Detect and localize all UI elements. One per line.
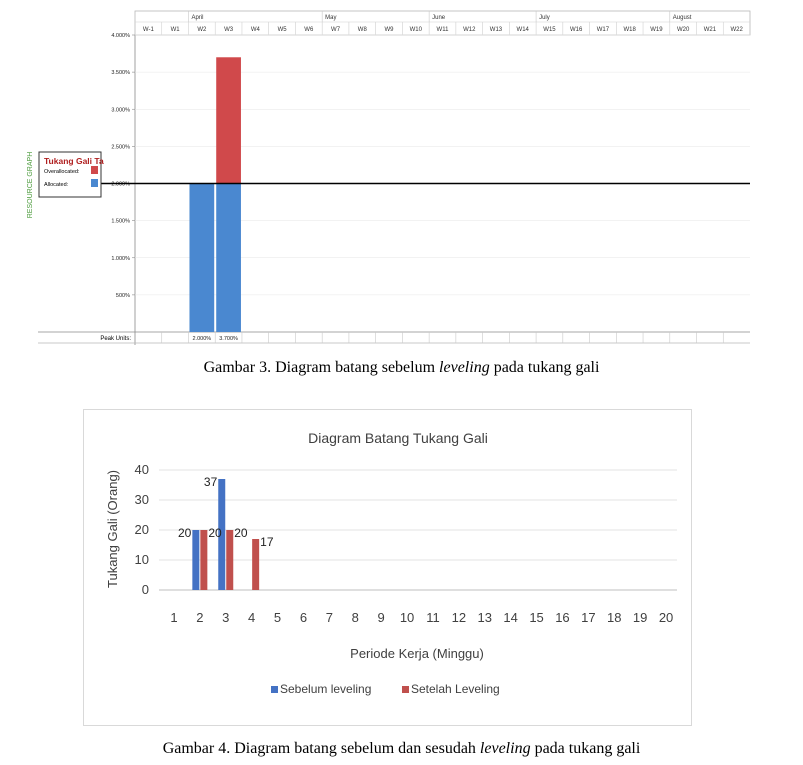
peak-unit-value: 2.000% bbox=[193, 336, 212, 342]
x-tick-label: 20 bbox=[659, 610, 673, 625]
month-label: July bbox=[539, 15, 550, 21]
x-axis-label: Periode Kerja (Minggu) bbox=[350, 646, 484, 661]
x-tick-label: 4 bbox=[248, 610, 255, 625]
peak-unit-value: 3.700% bbox=[219, 336, 238, 342]
legend-swatch-sebelum bbox=[271, 686, 278, 693]
allocated-bar bbox=[216, 183, 241, 332]
week-label: W15 bbox=[543, 27, 556, 33]
week-label: W16 bbox=[570, 27, 583, 33]
week-label: W4 bbox=[251, 27, 261, 33]
legend-label-overallocated: Overallocated: bbox=[44, 169, 80, 175]
y-tick-label: 2.500% bbox=[111, 144, 130, 150]
week-label: W1 bbox=[171, 27, 181, 33]
figure-4-caption: Gambar 4. Diagram batang sebelum dan ses… bbox=[162, 740, 641, 757]
x-tick-label: 3 bbox=[222, 610, 229, 625]
x-tick-label: 18 bbox=[607, 610, 621, 625]
timescale-header bbox=[134, 10, 751, 36]
y-tick-label: 3.000% bbox=[111, 107, 130, 113]
y-axis-label: Tukang Gali (Orang) bbox=[105, 470, 120, 588]
data-label: 37 bbox=[204, 475, 218, 489]
week-label: W6 bbox=[304, 27, 314, 33]
week-label: W5 bbox=[278, 27, 288, 33]
y-tick-label: 2.000% bbox=[111, 182, 130, 188]
data-label: 20 bbox=[234, 526, 248, 540]
y-tick-label: 10 bbox=[135, 552, 149, 567]
x-tick-label: 15 bbox=[529, 610, 543, 625]
x-tick-label: 10 bbox=[400, 610, 414, 625]
week-label: W19 bbox=[650, 27, 663, 33]
week-label: W9 bbox=[385, 27, 395, 33]
week-label: W17 bbox=[597, 27, 610, 33]
data-label: 20 bbox=[178, 526, 192, 540]
week-label: W22 bbox=[730, 27, 743, 33]
bar-sebelum bbox=[218, 479, 226, 590]
week-label: W10 bbox=[410, 27, 423, 33]
bar-setelah bbox=[226, 530, 234, 590]
bar-setelah bbox=[200, 530, 208, 590]
y-tick-label: 1.500% bbox=[111, 219, 130, 225]
bar-sebelum bbox=[192, 530, 200, 590]
month-label: May bbox=[325, 15, 336, 21]
resource-graph: April May June July August W-1 W1 W2 W3 W4 W5 W6 W7… bbox=[27, 10, 751, 345]
figure-3-caption: Gambar 3. Diagram batang sebelum levelin… bbox=[203, 359, 600, 376]
y-tick-label: 0 bbox=[142, 582, 149, 597]
week-label: W21 bbox=[704, 27, 717, 33]
week-label: W12 bbox=[463, 27, 476, 33]
month-label: June bbox=[432, 15, 446, 21]
x-tick-label: 19 bbox=[633, 610, 647, 625]
y-tick-label: 500% bbox=[116, 293, 130, 299]
legend-swatch-setelah bbox=[402, 686, 409, 693]
legend-label-setelah: Setelah Leveling bbox=[411, 682, 500, 696]
x-tick-label: 14 bbox=[503, 610, 517, 625]
x-tick-label: 11 bbox=[426, 610, 440, 625]
y-tick-label: 20 bbox=[135, 522, 149, 537]
x-tick-label: 13 bbox=[478, 610, 492, 625]
y-tick-label: 40 bbox=[135, 462, 149, 477]
peak-units-label: Peak Units: bbox=[100, 336, 131, 342]
chart-legend: Sebelum leveling Setelah Leveling bbox=[271, 682, 500, 696]
y-tick-label: 3.500% bbox=[111, 70, 130, 76]
legend-box bbox=[38, 151, 102, 198]
x-tick-label: 16 bbox=[555, 610, 569, 625]
week-label: W18 bbox=[624, 27, 637, 33]
month-label: August bbox=[673, 15, 692, 21]
x-tick-label: 5 bbox=[274, 610, 281, 625]
legend-label-allocated: Allocated: bbox=[44, 182, 69, 188]
x-tick-label: 8 bbox=[352, 610, 359, 625]
data-label: 17 bbox=[260, 535, 274, 549]
x-tick-label: 7 bbox=[326, 610, 333, 625]
x-tick-label: 2 bbox=[196, 610, 203, 625]
chart-title: Diagram Batang Tukang Gali bbox=[308, 430, 488, 446]
week-label: W3 bbox=[224, 27, 234, 33]
legend-title: Tukang Gali Ta bbox=[44, 156, 104, 166]
y-tick-label: 4.000% bbox=[111, 33, 130, 39]
week-label: W14 bbox=[517, 27, 530, 33]
legend-swatch-allocated bbox=[91, 179, 98, 187]
x-tick-label: 12 bbox=[452, 610, 466, 625]
week-label: W20 bbox=[677, 27, 690, 33]
y-tick-label: 1.000% bbox=[111, 256, 130, 262]
legend-label-sebelum: Sebelum leveling bbox=[280, 682, 371, 696]
data-label: 20 bbox=[208, 526, 222, 540]
overallocated-bar bbox=[216, 57, 241, 184]
legend-swatch-overallocated bbox=[91, 166, 98, 174]
x-tick-label: 1 bbox=[170, 610, 177, 625]
side-label: RESOURCE GRAPH bbox=[27, 152, 34, 219]
allocated-bar bbox=[189, 183, 215, 332]
week-label: W-1 bbox=[143, 27, 155, 33]
week-label: W11 bbox=[437, 27, 450, 33]
week-label: W8 bbox=[358, 27, 368, 33]
x-tick-label: 6 bbox=[300, 610, 307, 625]
week-label: W7 bbox=[331, 27, 341, 33]
month-label: April bbox=[191, 15, 203, 21]
bar-setelah bbox=[252, 539, 260, 590]
x-tick-label: 9 bbox=[378, 610, 385, 625]
resource-legend: Tukang Gali Ta Overallocated: Allocated: bbox=[38, 151, 104, 198]
y-tick-label: 30 bbox=[135, 492, 149, 507]
x-tick-label: 17 bbox=[581, 610, 595, 625]
week-label: W2 bbox=[197, 27, 207, 33]
week-label: W13 bbox=[490, 27, 503, 33]
